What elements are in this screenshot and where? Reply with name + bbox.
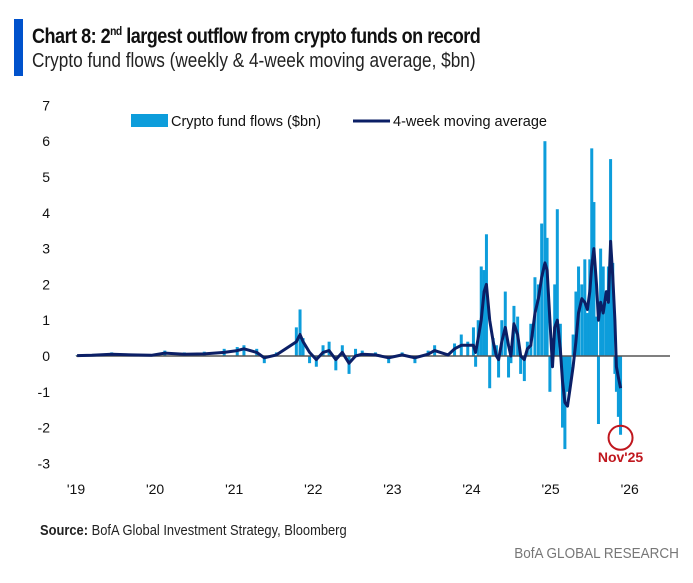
flow-bar [595, 316, 599, 356]
flow-bar [242, 345, 246, 356]
flow-bar [327, 341, 331, 356]
x-tick-label: '26 [621, 481, 639, 497]
flow-bar [565, 356, 569, 392]
title-superscript: nd [110, 24, 122, 38]
flow-bar [503, 291, 507, 356]
flow-bar [536, 284, 540, 356]
flow-bar [596, 356, 600, 425]
y-tick-label: -1 [38, 384, 51, 400]
flow-bar [619, 356, 623, 435]
flow-bar [616, 356, 620, 417]
x-tick-label: '20 [146, 481, 164, 497]
flow-bar [509, 356, 513, 364]
flow-bar [413, 356, 417, 364]
flow-bar [347, 356, 351, 374]
flow-bar [590, 148, 594, 356]
flow-bar [555, 209, 559, 356]
y-tick-label: 0 [42, 348, 50, 364]
chart-title: Chart 8: 2nd largest outflow from crypto… [32, 24, 481, 49]
annotation-label: Nov'25 [598, 449, 644, 465]
flow-bar [540, 223, 544, 356]
flow-bar [580, 284, 584, 356]
flow-bar [308, 356, 312, 364]
flow-bar [488, 356, 492, 389]
x-tick-label: '24 [462, 481, 480, 497]
y-tick-label: 5 [42, 169, 50, 185]
flow-bar [321, 345, 325, 356]
x-tick-label: '22 [304, 481, 322, 497]
title-accent-bar [14, 19, 23, 76]
flow-bar [301, 338, 305, 356]
flow-bar [553, 284, 557, 356]
flow-bar [604, 302, 608, 356]
flow-bar [611, 262, 615, 356]
flow-bar [522, 356, 526, 382]
flow-bar [606, 266, 610, 356]
flow-bar [340, 345, 344, 356]
source-label: Source: [40, 522, 89, 539]
brand-label: BofA GLOBAL RESEARCH [514, 545, 679, 562]
y-tick-label: -2 [38, 420, 51, 436]
flow-bar [471, 327, 475, 356]
flow-bar [545, 237, 549, 356]
flow-bar [548, 356, 552, 392]
flow-bar [354, 348, 358, 356]
chart-subtitle: Crypto fund flows (weekly & 4-week movin… [32, 50, 476, 72]
flow-bar [298, 309, 302, 356]
flow-bar [507, 356, 511, 378]
flow-bar [568, 356, 572, 385]
y-tick-label: 7 [42, 97, 50, 113]
flow-bar [334, 356, 338, 371]
y-tick-label: 1 [42, 312, 50, 328]
legend-label-ma: 4-week moving average [393, 114, 547, 130]
x-tick-label: '21 [225, 481, 243, 497]
flow-bar [262, 356, 266, 364]
annotation-circle [607, 424, 634, 451]
flow-bar [519, 356, 523, 374]
y-tick-label: -3 [38, 455, 51, 471]
flow-bar [474, 356, 478, 367]
legend-swatch-flows [131, 114, 168, 127]
title-text: Chart 8: 2 [32, 25, 111, 48]
flow-bar [482, 270, 486, 356]
x-tick-label: '23 [383, 481, 401, 497]
moving-average-line [77, 239, 623, 408]
y-tick-label: 6 [42, 133, 50, 149]
x-tick-label: '25 [541, 481, 559, 497]
source-text: BofA Global Investment Strategy, Bloombe… [88, 522, 347, 539]
flow-bar [574, 291, 578, 356]
flow-bar [387, 356, 391, 364]
title-text-rest: largest outflow from crypto funds on rec… [121, 25, 481, 48]
x-tick-label: '19 [67, 481, 85, 497]
flow-bar [314, 356, 318, 367]
source-note: Source: BofA Global Investment Strategy,… [40, 522, 347, 539]
flow-bar [583, 259, 587, 356]
y-tick-label: 4 [42, 205, 50, 221]
flow-bar [571, 334, 575, 356]
flow-bar [543, 141, 547, 356]
flow-bar [497, 356, 501, 378]
y-tick-label: 2 [42, 276, 50, 292]
y-tick-label: 3 [42, 241, 50, 257]
legend-label-flows: Crypto fund flows ($bn) [171, 114, 321, 130]
flow-bar [466, 341, 470, 356]
flow-bar [592, 202, 596, 356]
flow-bar [588, 259, 592, 356]
flow-bar [585, 313, 589, 356]
